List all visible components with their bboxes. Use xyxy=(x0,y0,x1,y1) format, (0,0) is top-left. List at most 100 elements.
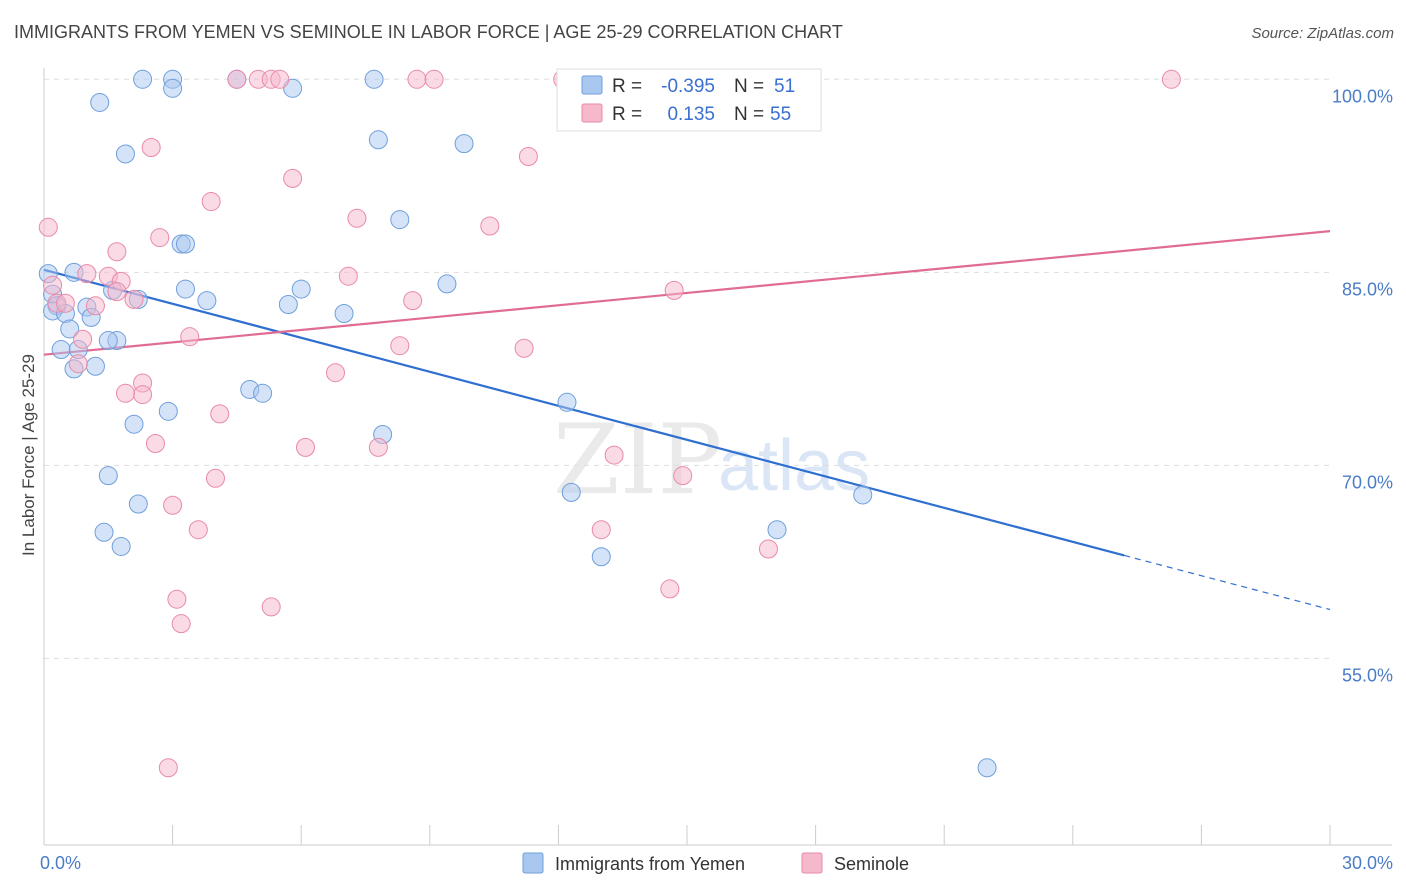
point-seminole xyxy=(758,539,778,559)
point-yemen xyxy=(128,494,148,514)
point-yemen xyxy=(175,279,195,299)
point-seminole xyxy=(368,437,388,457)
point-seminole xyxy=(115,383,135,403)
point-yemen xyxy=(390,210,410,230)
stats-n-label-pink: N = xyxy=(734,104,764,125)
point-seminole xyxy=(55,293,75,313)
point-seminole xyxy=(325,363,345,383)
point-seminole xyxy=(77,264,97,284)
point-yemen xyxy=(163,78,183,98)
point-yemen xyxy=(60,319,80,339)
tick-labels: 55.0% 70.0% 85.0% 100.0% 0.0% 30.0% xyxy=(40,86,1393,873)
point-yemen xyxy=(437,274,457,294)
point-seminole xyxy=(407,69,427,89)
stats-n-value-pink: 55 xyxy=(770,104,791,125)
stats-n-label-blue: N = xyxy=(734,76,764,97)
stats-swatch-pink xyxy=(581,103,603,123)
stats-r-value-blue: -0.395 xyxy=(661,76,715,97)
chart-title: IMMIGRANTS FROM YEMEN VS SEMINOLE IN LAB… xyxy=(14,22,843,42)
point-seminole xyxy=(210,404,230,424)
point-seminole xyxy=(270,69,290,89)
point-seminole xyxy=(295,437,315,457)
point-seminole xyxy=(403,291,423,311)
y-tick-label: 85.0% xyxy=(1342,279,1393,299)
stats-box: R = -0.395 N = 51 R = 0.135 N = 55 xyxy=(556,68,822,132)
point-yemen xyxy=(115,144,135,164)
point-seminole xyxy=(514,338,534,358)
point-yemen xyxy=(175,234,195,254)
y-tick-label: 70.0% xyxy=(1342,472,1393,492)
point-yemen xyxy=(767,520,787,540)
y-tick-label: 55.0% xyxy=(1342,665,1393,685)
point-seminole xyxy=(141,138,161,158)
point-yemen xyxy=(364,69,384,89)
trend-line-yemen-extension xyxy=(1124,554,1331,611)
point-seminole xyxy=(107,282,127,302)
x-tick-label: 0.0% xyxy=(40,853,81,873)
axes xyxy=(43,68,1392,846)
point-yemen xyxy=(561,482,581,502)
chart-source: Source: ZipAtlas.com xyxy=(1251,25,1394,42)
point-yemen xyxy=(90,92,110,112)
point-yemen xyxy=(591,547,611,567)
point-seminole xyxy=(85,296,105,316)
point-seminole xyxy=(347,208,367,228)
legend: Immigrants from Yemen Seminole xyxy=(522,852,909,874)
point-yemen xyxy=(454,134,474,154)
watermark-atlas: atlas xyxy=(718,426,870,506)
point-yemen xyxy=(253,383,273,403)
stats-r-label-blue: R = xyxy=(612,76,642,97)
point-seminole xyxy=(591,520,611,540)
point-seminole xyxy=(145,433,165,453)
legend-swatch-seminole xyxy=(801,852,823,874)
point-seminole xyxy=(188,520,208,540)
point-seminole xyxy=(283,168,303,188)
stats-r-value-pink: 0.135 xyxy=(667,104,715,125)
point-yemen xyxy=(98,466,118,486)
point-seminole xyxy=(163,495,183,515)
trend-line-yemen xyxy=(43,268,1125,557)
y-tick-label: 100.0% xyxy=(1332,86,1393,106)
point-seminole xyxy=(1161,69,1181,89)
point-seminole xyxy=(424,69,444,89)
y-axis-title: In Labor Force | Age 25-29 xyxy=(19,354,38,556)
x-tick-label: 30.0% xyxy=(1342,853,1393,873)
legend-label-seminole: Seminole xyxy=(834,854,909,874)
point-seminole xyxy=(227,69,247,89)
watermark-zip: ZIP xyxy=(553,404,722,516)
point-seminole xyxy=(171,614,191,634)
stats-r-label-pink: R = xyxy=(612,104,642,125)
trend-line-seminole xyxy=(43,230,1331,356)
point-yemen xyxy=(158,401,178,421)
point-yemen xyxy=(334,304,354,324)
point-seminole xyxy=(664,280,684,300)
point-yemen xyxy=(111,536,131,556)
point-seminole xyxy=(338,266,358,286)
point-yemen xyxy=(133,69,153,89)
point-yemen xyxy=(51,340,71,360)
point-yemen xyxy=(557,392,577,412)
point-seminole xyxy=(673,466,693,486)
point-seminole xyxy=(261,597,281,617)
point-seminole xyxy=(604,445,624,465)
point-seminole xyxy=(107,242,127,262)
point-yemen xyxy=(278,295,298,315)
point-seminole xyxy=(518,147,538,167)
point-seminole xyxy=(205,468,225,488)
legend-swatch-yemen xyxy=(522,852,544,874)
point-seminole xyxy=(180,327,200,347)
point-seminole xyxy=(480,216,500,236)
watermark: ZIP atlas xyxy=(553,404,870,516)
grid xyxy=(44,78,1330,659)
point-seminole xyxy=(660,579,680,599)
point-yemen xyxy=(98,331,118,351)
point-seminole xyxy=(124,289,144,309)
point-seminole xyxy=(133,385,153,405)
point-seminole xyxy=(158,758,178,778)
scatter-points xyxy=(38,69,1181,778)
point-yemen xyxy=(85,356,105,376)
point-seminole xyxy=(43,275,63,295)
point-yemen xyxy=(853,485,873,505)
stats-n-value-blue: 51 xyxy=(774,76,795,97)
point-seminole xyxy=(68,354,88,374)
